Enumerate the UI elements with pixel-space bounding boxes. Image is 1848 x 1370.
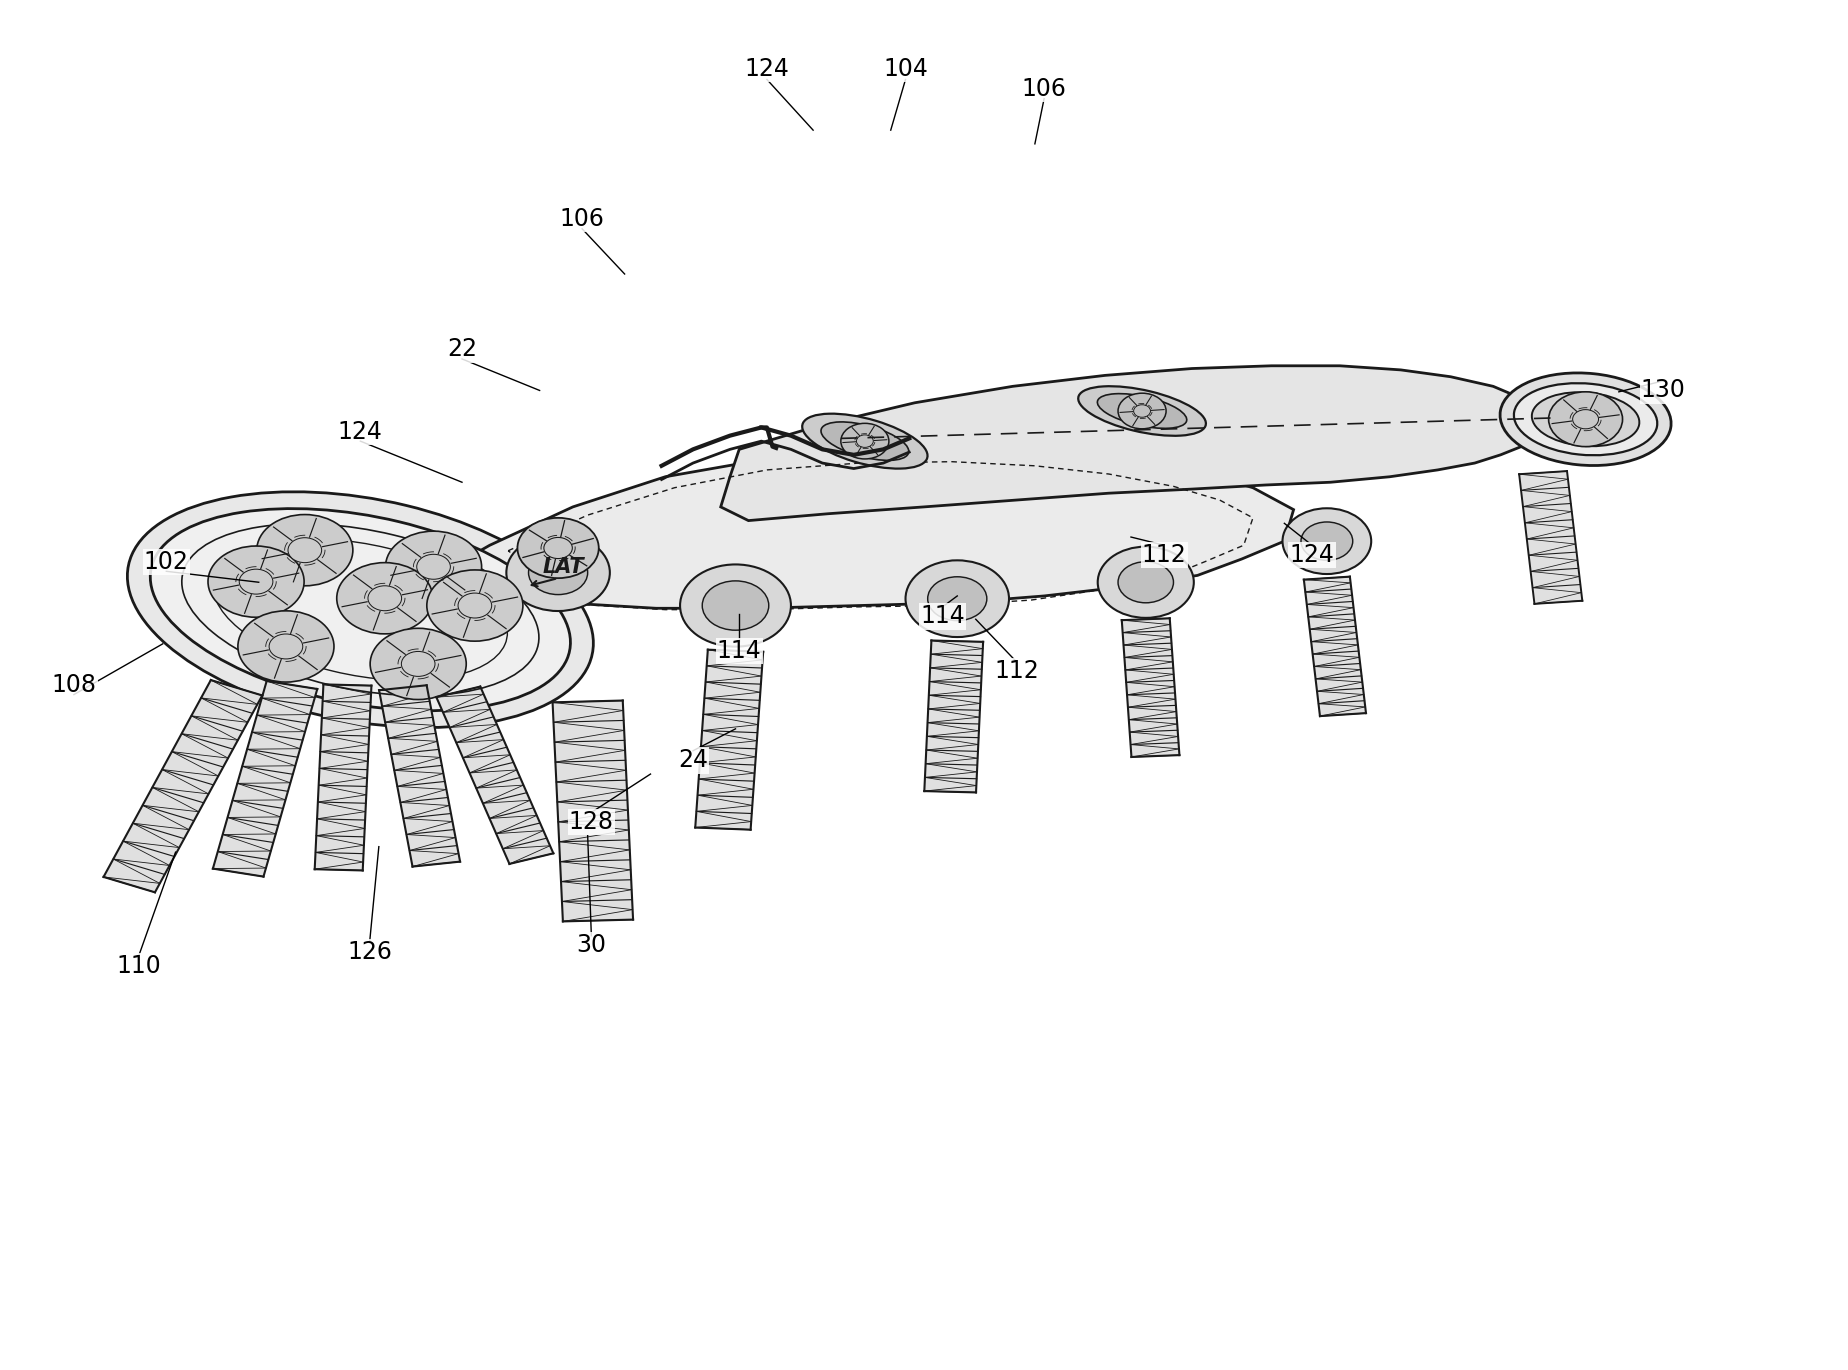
Polygon shape [553,700,634,922]
Text: 106: 106 [560,207,604,232]
Polygon shape [458,449,1294,608]
Polygon shape [379,685,460,867]
Text: 124: 124 [745,56,789,81]
Circle shape [1573,410,1599,429]
Circle shape [288,537,322,563]
Text: 130: 130 [1641,378,1685,403]
Circle shape [841,423,889,459]
Ellipse shape [1514,384,1658,455]
Polygon shape [1122,618,1179,758]
Circle shape [270,634,303,659]
Text: 106: 106 [1022,77,1066,101]
Ellipse shape [1532,392,1639,447]
Circle shape [906,560,1009,637]
Ellipse shape [802,414,928,469]
Circle shape [368,586,401,611]
Circle shape [1118,562,1173,603]
Text: LAT: LAT [543,556,584,577]
Polygon shape [1305,577,1366,717]
Text: 22: 22 [447,337,477,362]
Polygon shape [695,649,763,830]
Polygon shape [213,681,318,877]
Circle shape [401,652,434,677]
Circle shape [1098,547,1194,618]
Ellipse shape [150,508,571,711]
Circle shape [238,611,334,682]
Text: 124: 124 [1290,543,1334,567]
Text: 104: 104 [883,56,928,81]
Circle shape [386,532,482,603]
Polygon shape [103,680,262,892]
Polygon shape [924,641,983,792]
Circle shape [209,547,305,618]
Circle shape [427,570,523,641]
Circle shape [418,555,451,580]
Circle shape [336,563,432,634]
Text: 114: 114 [920,604,965,629]
Circle shape [370,629,466,700]
Circle shape [238,569,274,595]
Ellipse shape [1098,393,1186,429]
Text: 128: 128 [569,810,614,834]
Circle shape [856,434,874,448]
Circle shape [517,518,599,578]
Circle shape [506,534,610,611]
Ellipse shape [1501,373,1671,466]
Circle shape [543,537,573,559]
Circle shape [1133,404,1151,418]
Circle shape [257,515,353,586]
Text: 110: 110 [116,954,161,978]
Polygon shape [721,366,1534,521]
Ellipse shape [1077,386,1207,436]
Text: 112: 112 [994,659,1039,684]
Circle shape [1283,508,1371,574]
Text: 114: 114 [717,638,761,663]
Polygon shape [436,686,553,864]
Circle shape [680,564,791,647]
Text: 30: 30 [577,933,606,958]
Text: 102: 102 [144,549,188,574]
Ellipse shape [821,422,909,460]
Text: 24: 24 [678,748,708,773]
Circle shape [1301,522,1353,560]
Ellipse shape [128,492,593,727]
Circle shape [928,577,987,621]
Text: 112: 112 [1142,543,1186,567]
Circle shape [702,581,769,630]
Circle shape [458,593,492,618]
Circle shape [529,551,588,595]
Text: 124: 124 [338,419,383,444]
Text: 108: 108 [52,673,96,697]
Circle shape [1549,392,1623,447]
Polygon shape [314,685,371,870]
Polygon shape [1519,471,1582,604]
Text: 126: 126 [347,940,392,964]
Circle shape [1118,393,1166,429]
